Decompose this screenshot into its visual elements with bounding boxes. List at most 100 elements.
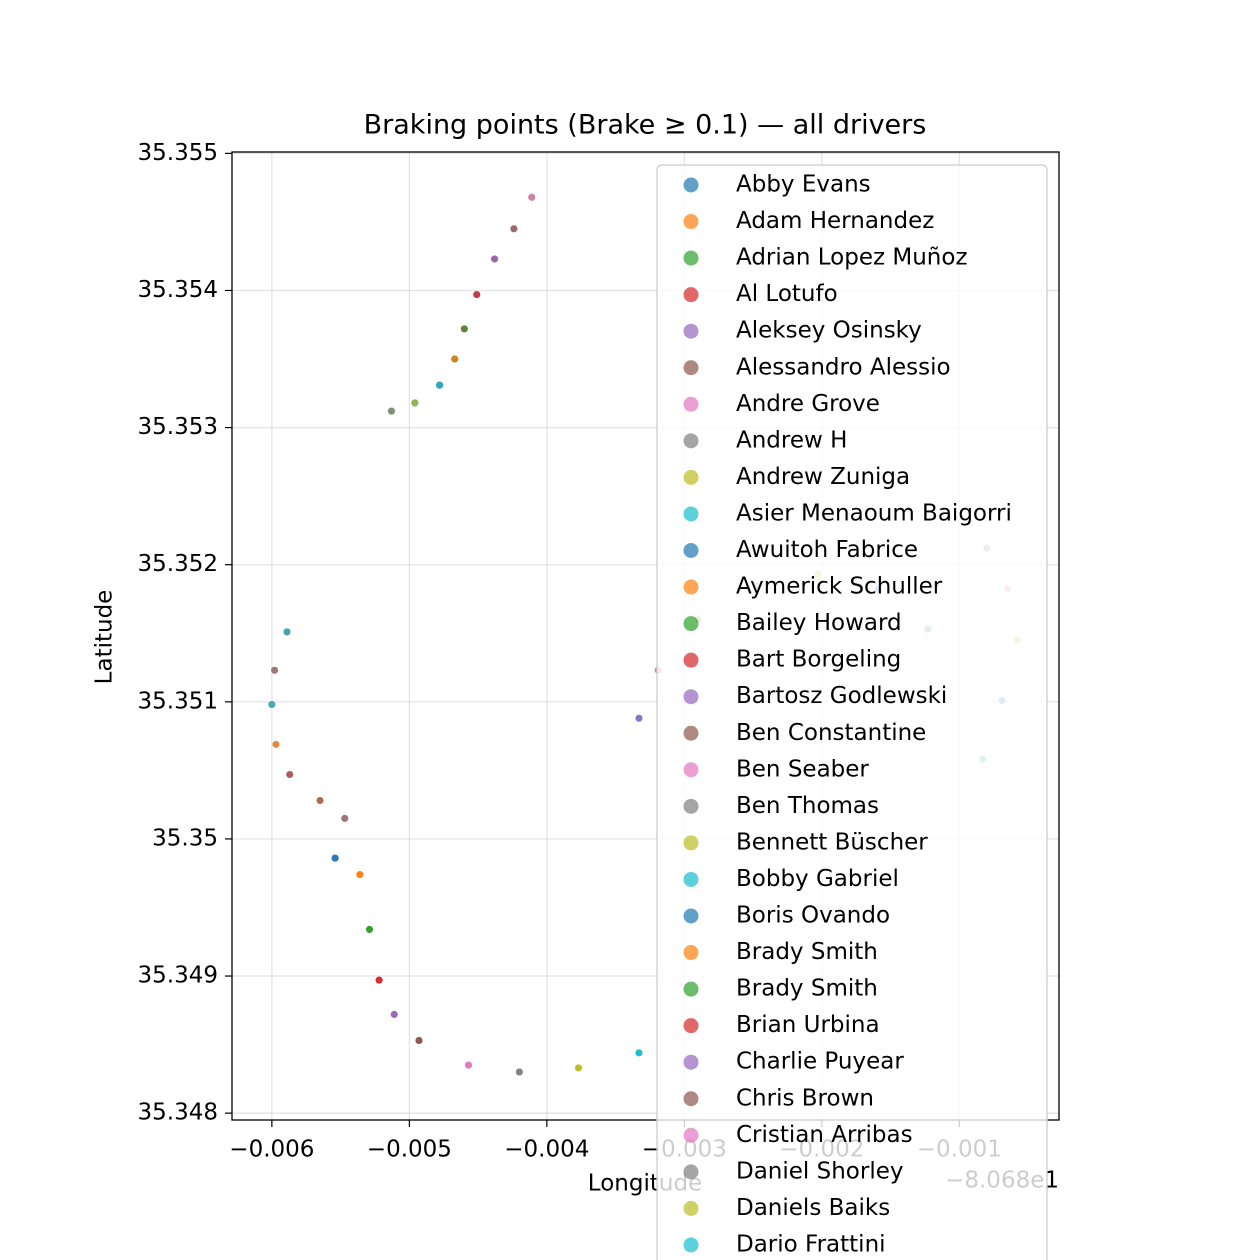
legend-marker xyxy=(683,871,699,887)
legend-label: Cristian Arribas xyxy=(736,1122,913,1148)
scatter-point xyxy=(375,976,383,984)
legend-marker xyxy=(683,908,699,924)
legend-label: Dario Frattini xyxy=(736,1231,886,1257)
legend-label: Ben Thomas xyxy=(736,793,879,819)
legend-marker xyxy=(683,469,699,485)
scatter-point xyxy=(271,666,279,674)
legend-marker xyxy=(683,616,699,632)
scatter-point xyxy=(635,714,643,722)
scatter-point xyxy=(510,225,518,233)
legend-label: Ben Seaber xyxy=(736,756,869,782)
scatter-point xyxy=(574,1064,582,1072)
y-tick-label: 35.355 xyxy=(138,140,218,166)
legend-label: Abby Evans xyxy=(736,172,871,198)
y-tick-label: 35.35 xyxy=(152,825,218,851)
legend-label: Daniels Baiks xyxy=(736,1195,890,1221)
scatter-point xyxy=(387,407,395,415)
legend-label: Andrew Zuniga xyxy=(736,464,910,490)
legend-label: Aymerick Schuller xyxy=(736,574,943,600)
x-tick-label: −0.004 xyxy=(504,1137,589,1163)
legend-label: Andrew H xyxy=(736,427,847,453)
scatter-point xyxy=(473,291,481,299)
chart-title: Braking points (Brake ≥ 0.1) — all drive… xyxy=(364,110,927,141)
scatter-point xyxy=(451,355,459,363)
y-tick-label: 35.352 xyxy=(138,551,218,577)
legend-marker xyxy=(683,798,699,814)
legend-marker xyxy=(683,1127,699,1143)
legend-marker xyxy=(683,433,699,449)
legend-marker xyxy=(683,945,699,961)
scatter-point xyxy=(464,1061,472,1069)
scatter-point xyxy=(272,740,280,748)
legend-marker xyxy=(683,360,699,376)
legend-label: Brian Urbina xyxy=(736,1012,880,1038)
legend-marker xyxy=(683,1018,699,1034)
scatter-point xyxy=(286,770,294,778)
scatter-point xyxy=(491,255,499,263)
legend-label: Brady Smith xyxy=(736,939,878,965)
x-tick-label: −0.005 xyxy=(367,1137,452,1163)
legend-label: Bart Borgeling xyxy=(736,647,901,673)
legend-marker xyxy=(683,981,699,997)
scatter-point xyxy=(365,925,373,933)
legend-marker xyxy=(683,287,699,303)
legend-label: Andre Grove xyxy=(736,391,880,417)
legend-label: Boris Ovando xyxy=(736,903,890,929)
legend-marker xyxy=(683,689,699,705)
legend-marker xyxy=(683,214,699,230)
legend-marker xyxy=(683,323,699,339)
legend-marker xyxy=(683,250,699,266)
scatter-point xyxy=(283,628,291,636)
y-tick-label: 35.348 xyxy=(138,1100,218,1126)
scatter-point xyxy=(341,814,349,822)
legend-marker xyxy=(683,579,699,595)
scatter-point xyxy=(316,797,324,805)
scatter-point xyxy=(390,1010,398,1018)
legend-label: Bailey Howard xyxy=(736,610,902,636)
legend-box xyxy=(656,164,1048,1260)
legend-label: Alessandro Alessio xyxy=(736,354,951,380)
y-tick-label: 35.349 xyxy=(138,963,218,989)
scatter-point xyxy=(515,1068,523,1076)
legend: Abby Evans Adam Hernandez Adrian Lopez Muñ… xyxy=(656,164,1048,1260)
scatter-point xyxy=(528,193,536,201)
scatter-point xyxy=(411,399,419,407)
legend-label: Chris Brown xyxy=(736,1085,874,1111)
scatter-point xyxy=(415,1036,423,1044)
legend-marker xyxy=(683,543,699,558)
x-tick-label: −0.006 xyxy=(229,1137,314,1163)
legend-label: Brady Smith xyxy=(736,976,878,1002)
scatter-point xyxy=(635,1049,643,1057)
y-tick-label: 35.354 xyxy=(138,277,218,303)
legend-label: Adrian Lopez Muñoz xyxy=(736,245,968,271)
legend-marker xyxy=(683,1200,699,1216)
legend-marker xyxy=(683,1237,699,1253)
legend-label: Al Lotufo xyxy=(736,281,838,307)
legend-label: Bennett Büscher xyxy=(736,829,928,855)
y-tick-label: 35.353 xyxy=(138,414,218,440)
legend-marker xyxy=(683,1054,699,1070)
scatter-point xyxy=(460,325,468,333)
legend-marker xyxy=(683,652,699,668)
legend-label: Daniel Shorley xyxy=(736,1158,903,1184)
legend-marker xyxy=(683,396,699,412)
scatter-point xyxy=(268,701,276,709)
legend-marker xyxy=(683,835,699,851)
legend-label: Ben Constantine xyxy=(736,720,926,746)
plot-frame xyxy=(231,151,1060,1121)
scatter-point xyxy=(436,381,444,389)
scatter-point xyxy=(331,854,339,862)
legend-marker xyxy=(683,506,699,522)
legend-marker xyxy=(683,1091,699,1107)
legend-marker xyxy=(683,177,699,193)
legend-marker xyxy=(683,1164,699,1180)
legend-label: Bobby Gabriel xyxy=(736,866,899,892)
legend-label: Awuitoh Fabrice xyxy=(736,537,918,563)
y-axis-label: Latitude xyxy=(92,590,118,685)
legend-label: Adam Hernandez xyxy=(736,208,934,234)
legend-label: Charlie Puyear xyxy=(736,1049,904,1075)
legend-label: Asier Menaoum Baigorri xyxy=(736,500,1012,526)
